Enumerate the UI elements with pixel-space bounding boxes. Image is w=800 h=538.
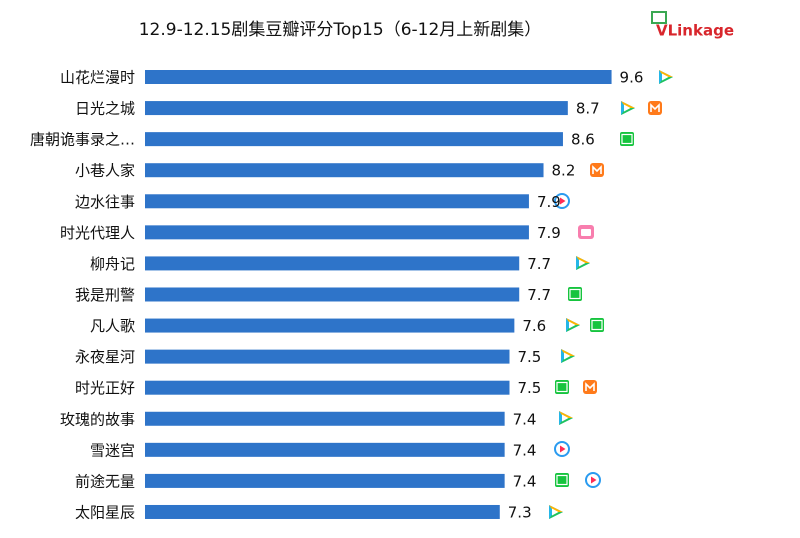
value-label: 7.3 (508, 503, 532, 521)
value-label: 7.7 (527, 255, 551, 273)
bar (145, 380, 510, 395)
y-tick-label: 前途无量 (75, 472, 135, 490)
y-tick-label: 玫瑰的故事 (60, 410, 135, 428)
bar (145, 70, 612, 84)
bar (145, 287, 520, 302)
bar (145, 349, 510, 364)
y-tick-label: 我是刑警 (75, 286, 135, 304)
y-tick-label: 唐朝诡事录之… (30, 131, 135, 149)
value-label: 8.2 (552, 162, 576, 180)
value-label: 7.5 (518, 348, 542, 366)
y-tick-label: 小巷人家 (75, 162, 135, 180)
y-tick-label: 日光之城 (75, 100, 135, 118)
logo-icon (651, 11, 667, 24)
value-label: 9.6 (620, 69, 644, 87)
bar (145, 101, 568, 116)
bar (145, 473, 505, 488)
bar (145, 318, 515, 333)
y-tick-label: 凡人歌 (90, 317, 135, 335)
value-label: 7.4 (513, 410, 537, 428)
y-tick-label: 太阳星辰 (75, 503, 135, 521)
value-label: 7.4 (513, 441, 537, 459)
y-tick-label: 雪迷宫 (90, 441, 135, 459)
y-tick-label: 时光代理人 (60, 224, 135, 242)
platform-icons (549, 70, 673, 519)
value-label: 7.5 (518, 379, 542, 397)
value-label: 7.7 (527, 286, 551, 304)
value-label: 8.6 (571, 131, 595, 149)
value-label: 7.9 (537, 224, 561, 242)
bar (145, 194, 529, 209)
value-label: 7.9 (537, 193, 561, 211)
chart-title: 12.9-12.15剧集豆瓣评分Top15（6-12月上新剧集） (139, 20, 542, 40)
bar (145, 132, 563, 147)
bar (145, 442, 505, 457)
bar (145, 411, 505, 426)
bar (145, 225, 529, 240)
value-label: 8.7 (576, 100, 600, 118)
value-label: 7.6 (522, 317, 546, 335)
logo: VLinkage (656, 22, 734, 40)
bar (145, 256, 520, 271)
bar (145, 163, 544, 178)
bar (145, 504, 500, 519)
y-tick-label: 时光正好 (75, 379, 135, 397)
y-tick-label: 边水往事 (75, 193, 135, 211)
y-tick-label: 山花烂漫时 (60, 69, 135, 87)
y-tick-label: 柳舟记 (90, 255, 135, 273)
value-label: 7.4 (513, 472, 537, 490)
y-tick-label: 永夜星河 (75, 348, 135, 366)
